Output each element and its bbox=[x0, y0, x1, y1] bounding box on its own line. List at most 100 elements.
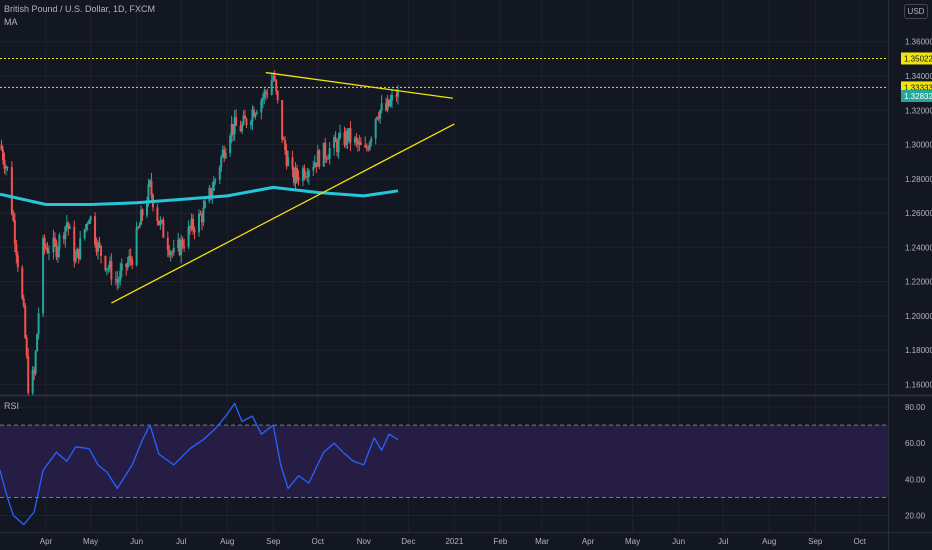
candle-body bbox=[386, 99, 389, 111]
candle-body bbox=[230, 123, 233, 136]
price-tick-label: 1.20000 bbox=[905, 312, 932, 321]
candle-body bbox=[45, 247, 48, 249]
time-tick-label: Jun bbox=[672, 537, 685, 546]
candle-body bbox=[359, 142, 362, 145]
candle-body bbox=[379, 110, 382, 119]
candle-body bbox=[324, 142, 327, 158]
price-badge bbox=[901, 52, 932, 65]
candle-body bbox=[107, 268, 110, 270]
price-badge-label: 1.35022 bbox=[904, 54, 932, 63]
descending-trendline bbox=[265, 71, 453, 99]
candle-body bbox=[12, 214, 15, 221]
candle-body bbox=[239, 125, 242, 132]
candle-body bbox=[97, 242, 100, 252]
candle-body bbox=[85, 223, 88, 230]
candle-body bbox=[68, 226, 71, 229]
candle-body bbox=[284, 139, 287, 151]
candle-body bbox=[140, 209, 143, 225]
candle-body bbox=[376, 116, 379, 119]
ma-indicator-label[interactable]: MA bbox=[4, 17, 18, 27]
candle-body bbox=[356, 140, 359, 145]
candle-body bbox=[108, 261, 111, 269]
candle-body bbox=[235, 117, 238, 126]
candle-body bbox=[79, 238, 82, 259]
candle-body bbox=[224, 153, 227, 159]
candle-body bbox=[315, 162, 318, 167]
candle-body bbox=[229, 135, 232, 154]
candle-body bbox=[218, 167, 221, 180]
candle-body bbox=[162, 220, 165, 238]
candle-body bbox=[365, 147, 368, 149]
candle-body bbox=[104, 255, 107, 271]
candle-body bbox=[389, 100, 392, 106]
candle-body bbox=[114, 279, 117, 281]
candle-body bbox=[24, 305, 27, 338]
candle-body bbox=[192, 218, 195, 230]
candle-body bbox=[148, 180, 151, 185]
candle-body bbox=[221, 149, 224, 157]
candle-body bbox=[261, 97, 264, 101]
candle-body bbox=[333, 137, 336, 148]
time-tick-label: May bbox=[83, 537, 98, 546]
candle-body bbox=[245, 118, 248, 126]
time-tick-label: Mar bbox=[535, 537, 549, 546]
candle-body bbox=[120, 263, 123, 271]
price-tick-label: 1.16000 bbox=[905, 380, 932, 389]
candle-body bbox=[178, 239, 181, 256]
rsi-indicator-label[interactable]: RSI bbox=[4, 401, 20, 411]
candle-body bbox=[99, 245, 102, 256]
candle-body bbox=[301, 168, 304, 181]
candle-body bbox=[125, 263, 128, 268]
price-badge bbox=[901, 89, 932, 102]
candle-body bbox=[291, 157, 294, 170]
currency-button[interactable]: USD bbox=[904, 4, 928, 19]
candle-body bbox=[307, 170, 310, 177]
candle-body bbox=[294, 168, 297, 184]
candle-body bbox=[334, 137, 337, 143]
candle-body bbox=[391, 94, 394, 101]
candle-body bbox=[36, 334, 39, 352]
candle-body bbox=[349, 128, 352, 143]
candle-body bbox=[183, 246, 186, 248]
time-tick-label: Nov bbox=[357, 537, 371, 546]
candle-body bbox=[110, 261, 113, 280]
candle-body bbox=[168, 249, 171, 256]
candle-body bbox=[137, 227, 140, 229]
moving-average-line bbox=[0, 185, 399, 206]
candle-body bbox=[285, 150, 288, 166]
candle-body bbox=[55, 242, 58, 258]
time-tick-label: Feb bbox=[494, 537, 508, 546]
candle-body bbox=[42, 237, 45, 314]
candle-body bbox=[4, 166, 7, 169]
candle-body bbox=[199, 213, 202, 215]
candle-body bbox=[95, 243, 98, 252]
price-badge-label: 1.32832 bbox=[904, 92, 932, 101]
time-tick-label: May bbox=[625, 537, 640, 546]
time-tick-label: Aug bbox=[762, 537, 776, 546]
candle-body bbox=[355, 137, 358, 141]
time-tick-label: Jun bbox=[130, 537, 143, 546]
candle-body bbox=[67, 222, 70, 229]
candle-body bbox=[244, 115, 247, 119]
time-tick-label: Aug bbox=[220, 537, 234, 546]
candle-body bbox=[293, 169, 296, 184]
candle-body bbox=[264, 91, 267, 94]
time-tick-label: Apr bbox=[582, 537, 595, 546]
candle-body bbox=[275, 80, 278, 91]
candle-body bbox=[126, 262, 129, 268]
candle-body bbox=[171, 252, 174, 254]
candle-body bbox=[208, 187, 211, 202]
rsi-tick-label: 60.00 bbox=[905, 439, 926, 448]
candle-body bbox=[297, 176, 300, 181]
candle-body bbox=[220, 156, 223, 168]
candle-body bbox=[3, 160, 6, 169]
symbol-title: British Pound / U.S. Dollar, 1D, FXCM bbox=[4, 4, 156, 14]
candle-body bbox=[197, 213, 200, 233]
candle-body bbox=[88, 220, 91, 224]
candle-body bbox=[385, 103, 388, 111]
candle-body bbox=[370, 138, 373, 143]
time-tick-label: Jul bbox=[176, 537, 186, 546]
candle-body bbox=[303, 168, 306, 178]
candle-body bbox=[233, 117, 236, 135]
